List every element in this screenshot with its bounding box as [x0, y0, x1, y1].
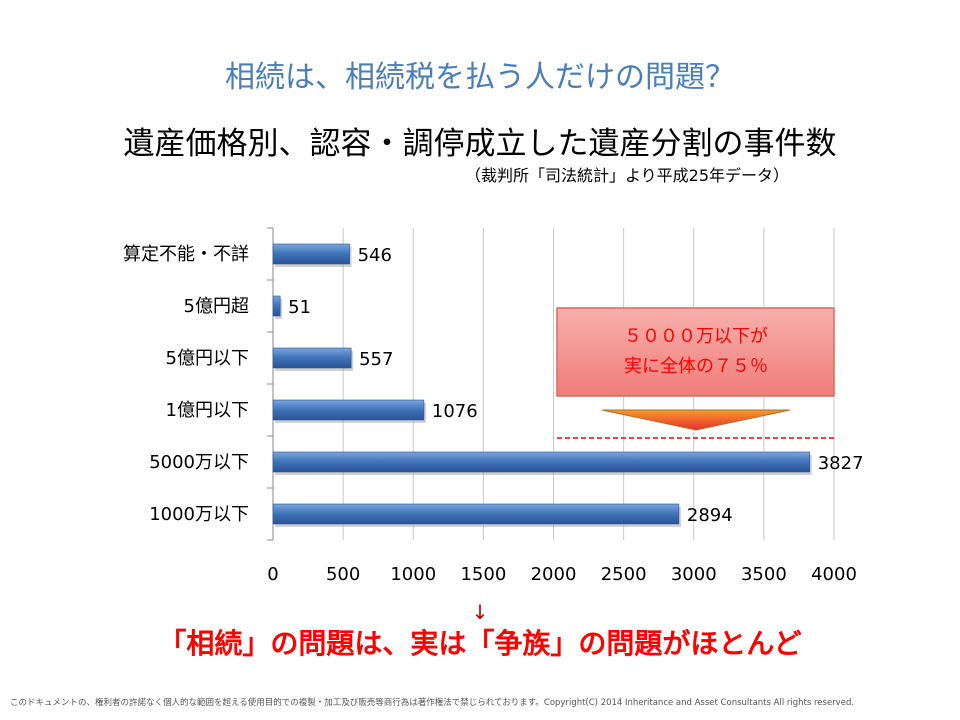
data-label: 2894	[687, 505, 733, 526]
y-tick-label: 5億円以下	[166, 348, 249, 369]
x-tick-label: 500	[326, 564, 360, 585]
x-tick-label: 2000	[531, 564, 577, 585]
bar	[272, 503, 680, 525]
conclusion-text: 「相続」の問題は、実は「争族」の問題がほとんど	[158, 627, 802, 660]
data-label: 546	[358, 245, 392, 266]
bar	[272, 295, 281, 317]
y-tick-label: 算定不能・不詳	[123, 244, 249, 265]
data-label: 3827	[818, 453, 864, 474]
bar	[272, 399, 425, 421]
y-tick-label: 1億円以下	[166, 400, 249, 421]
x-tick-label: 0	[267, 564, 278, 585]
copyright-footer: このドキュメントの、権利者の許諾なく個人的な範囲を超える使用目的での複製・加工及…	[10, 698, 855, 708]
chart-source-note: （裁判所「司法統計」より平成25年データ）	[465, 166, 790, 185]
y-tick-label: 5000万以下	[149, 452, 249, 473]
callout-line-2: 実に全体の７５％	[624, 356, 768, 377]
bar	[272, 243, 350, 265]
bar	[272, 451, 811, 473]
bar	[272, 347, 352, 369]
x-tick-label: 3000	[671, 564, 717, 585]
data-label: 1076	[432, 401, 478, 422]
data-label: 51	[288, 297, 311, 318]
x-tick-label: 2500	[601, 564, 647, 585]
bar-chart: 0 500 1000 1500 2000 2500 3000 3500 4000 546 算定不能・…	[123, 227, 864, 585]
page-title: 相続は、相続税を払う人だけの問題？	[225, 60, 735, 95]
x-tick-label: 3500	[741, 564, 787, 585]
chart-title: 遺産価格別、認容・調停成立した遺産分割の事件数	[123, 126, 837, 162]
y-tick-label: 1000万以下	[149, 504, 249, 525]
callout-box: ５０００万以下が 実に全体の７５％	[556, 307, 835, 431]
down-arrow-icon: ↓	[471, 600, 489, 624]
x-tick-label: 1500	[460, 564, 506, 585]
x-tick-label: 1000	[390, 564, 436, 585]
data-label: 557	[359, 349, 393, 370]
y-tick-label: 5億円超	[184, 296, 249, 317]
callout-line-1: ５０００万以下が	[624, 326, 768, 347]
x-tick-label: 4000	[811, 564, 857, 585]
